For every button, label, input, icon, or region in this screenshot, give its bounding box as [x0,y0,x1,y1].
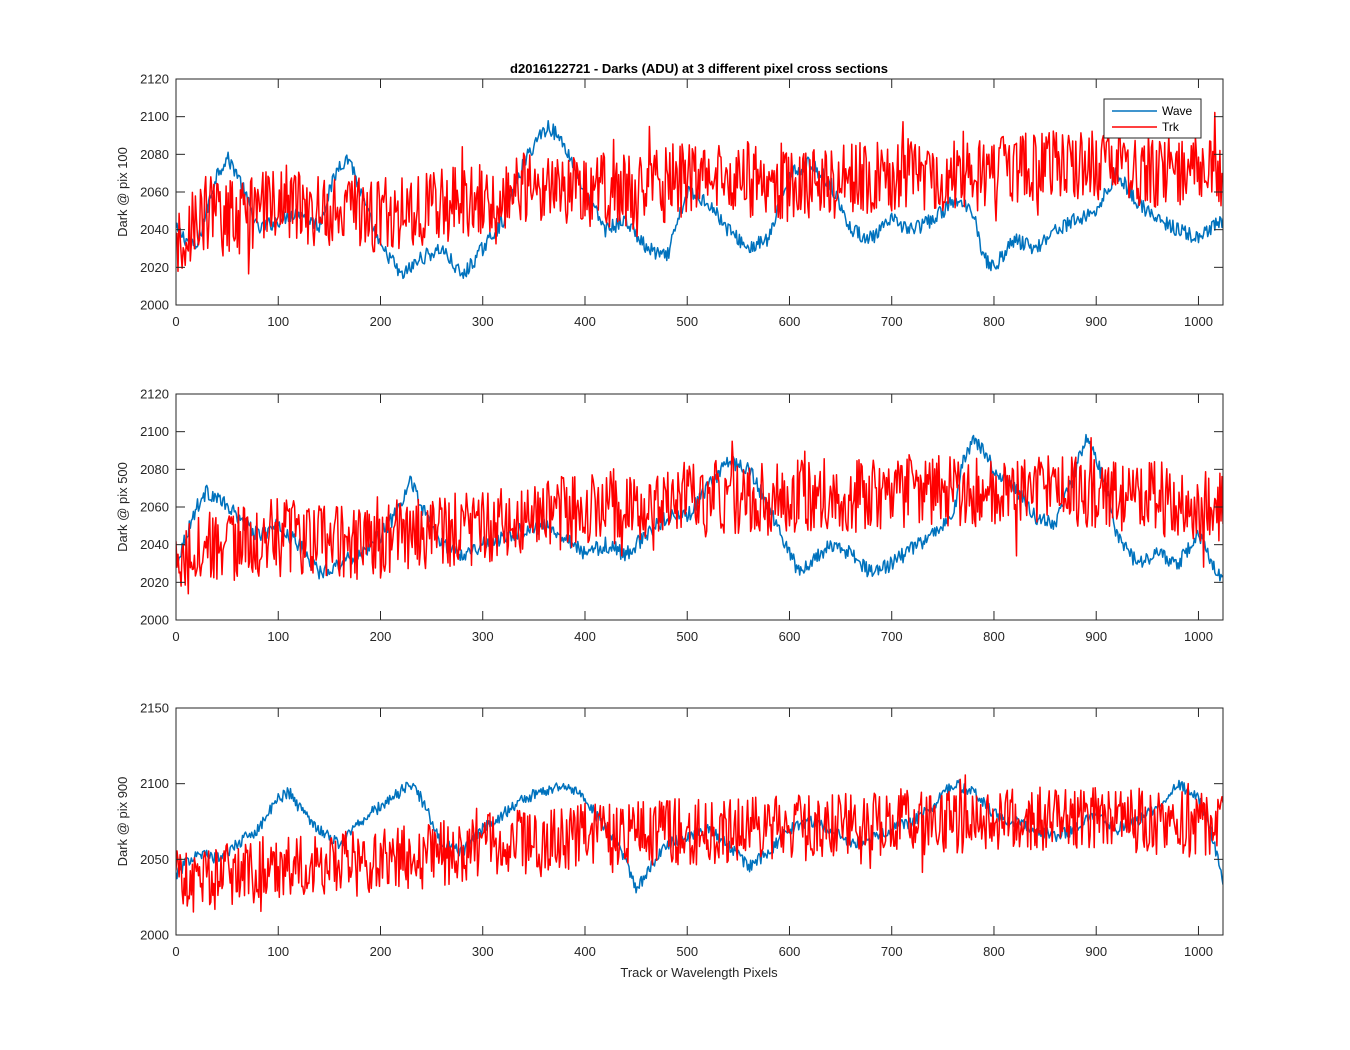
x-tick-label: 900 [1085,629,1107,644]
x-tick-label: 500 [676,629,698,644]
axes-3: 0 100 200 300 400 500 600 700 800 900 1000 2000 2050… [115,701,1224,959]
x-tick-label: 100 [267,944,289,959]
y-tick-label: 2120 [140,387,169,402]
x-tick-label: 300 [472,944,494,959]
y-tick-label: 2080 [140,462,169,477]
series-line-trk [176,774,1223,913]
axes-frame [175,707,1224,936]
y-tick-label: 2000 [140,298,169,313]
x-tick-label: 500 [676,314,698,329]
x-tick-label: 0 [172,944,179,959]
y-tick-label: 2100 [140,776,169,791]
y-tick-label: 2000 [140,928,169,943]
y-tick-label: 2020 [140,260,169,275]
y-axis-label: Dark @ pix 100 [115,147,130,237]
x-tick-label: 100 [267,629,289,644]
x-tick-label: 700 [881,944,903,959]
legend-label-trk: Trk [1162,120,1180,134]
x-tick-label: 900 [1085,314,1107,329]
legend: Wave Trk [1103,98,1202,139]
y-tick-label: 2000 [140,613,169,628]
x-tick-label: 1000 [1184,629,1213,644]
legend-box [1103,98,1202,139]
x-tick-label: 200 [370,314,392,329]
y-tick-label: 2060 [140,500,169,515]
series-line-trk [176,436,1223,595]
x-tick-label: 500 [676,944,698,959]
x-tick-label: 600 [779,314,801,329]
x-tick-label: 1000 [1184,314,1213,329]
y-tick-label: 2150 [140,701,169,716]
y-tick-label: 2050 [140,852,169,867]
x-tick-label: 900 [1085,944,1107,959]
axes-2: 0 100 200 300 400 500 600 700 800 900 1000 2000 2020… [115,387,1224,644]
legend-label-wave: Wave [1162,104,1193,118]
y-tick-label: 2080 [140,147,169,162]
x-tick-label: 0 [172,629,179,644]
x-tick-label: 400 [574,314,596,329]
y-axis-label: Dark @ pix 500 [115,462,130,552]
y-tick-label: 2020 [140,575,169,590]
x-tick-label: 400 [574,944,596,959]
x-tick-label: 700 [881,629,903,644]
x-tick-label: 700 [881,314,903,329]
x-tick-label: 600 [779,944,801,959]
y-tick-label: 2120 [140,72,169,87]
series-line-wave [176,119,1223,280]
x-tick-label: 600 [779,629,801,644]
x-tick-label: 300 [472,629,494,644]
x-tick-label: 200 [370,944,392,959]
y-tick-label: 2040 [140,537,169,552]
axes-1: 0 100 200 300 400 500 600 700 800 900 1000 2000 2020… [115,72,1224,329]
x-tick-label: 300 [472,314,494,329]
x-axis-label: Track or Wavelength Pixels [620,965,778,980]
x-tick-label: 800 [983,944,1005,959]
y-tick-label: 2100 [140,109,169,124]
x-tick-label: 800 [983,629,1005,644]
x-tick-label: 800 [983,314,1005,329]
x-tick-label: 200 [370,629,392,644]
x-tick-label: 0 [172,314,179,329]
x-tick-label: 1000 [1184,944,1213,959]
series-line-trk [176,111,1223,275]
y-tick-label: 2060 [140,185,169,200]
x-tick-label: 100 [267,314,289,329]
y-axis-label: Dark @ pix 900 [115,777,130,867]
y-tick-label: 2100 [140,424,169,439]
figure-title: d2016122721 - Darks (ADU) at 3 different… [510,61,888,76]
y-tick-label: 2040 [140,222,169,237]
x-tick-label: 400 [574,629,596,644]
